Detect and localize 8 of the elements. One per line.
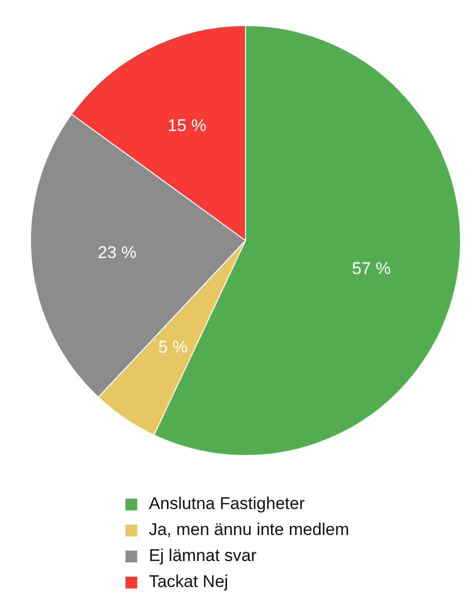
legend-label: Tackat Nej bbox=[148, 572, 228, 592]
legend-label: Ej lämnat svar bbox=[148, 546, 257, 566]
data-label: 23 % bbox=[98, 243, 136, 262]
legend-label: Anslutna Fastigheter bbox=[148, 494, 305, 514]
data-label: 5 % bbox=[158, 338, 188, 357]
data-label: 15 % bbox=[168, 116, 206, 136]
data-label: 57 % bbox=[352, 259, 391, 278]
legend-label: Ja, men ännu inte medlem bbox=[148, 520, 350, 540]
